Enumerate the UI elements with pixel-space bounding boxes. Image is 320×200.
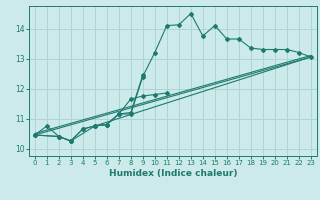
X-axis label: Humidex (Indice chaleur): Humidex (Indice chaleur) — [108, 169, 237, 178]
